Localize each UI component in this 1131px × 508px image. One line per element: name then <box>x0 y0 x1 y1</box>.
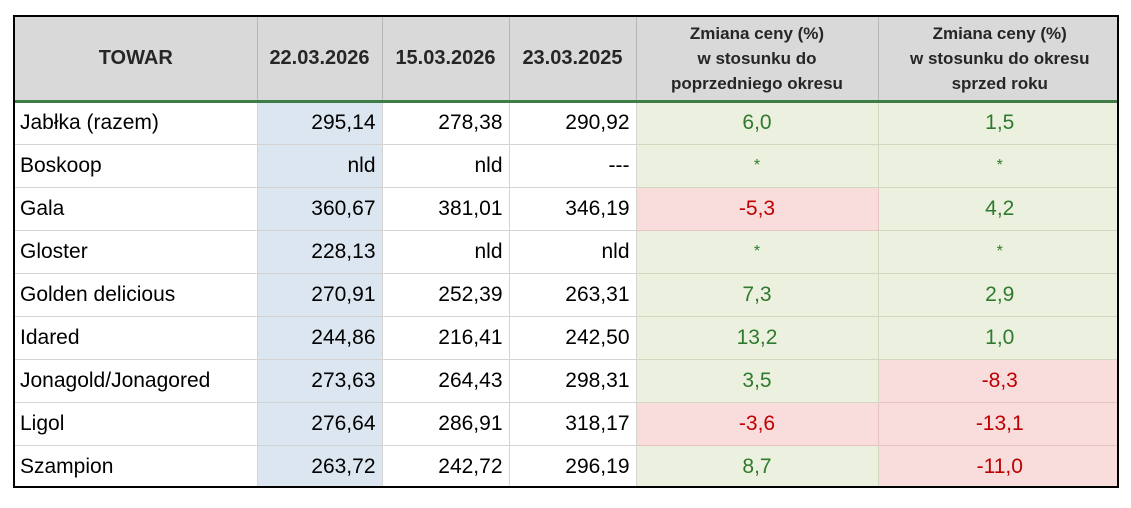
table-row: Gloster 228,13 nld nld * * <box>15 230 1117 274</box>
change-previous-period: 7,3 <box>636 273 879 317</box>
price-previous: 216,41 <box>382 316 510 360</box>
price-last-year: 290,92 <box>509 101 637 145</box>
table-row: Idared 244,86 216,41 242,50 13,2 1,0 <box>15 316 1117 360</box>
header-date-last-year: 23.03.2025 <box>509 17 637 103</box>
price-previous: 381,01 <box>382 187 510 231</box>
change-year-ago: 2,9 <box>878 273 1117 317</box>
table-row: Boskoop nld nld --- * * <box>15 144 1117 188</box>
price-previous: 278,38 <box>382 101 510 145</box>
price-previous: nld <box>382 144 510 188</box>
header-change-year-line2: w stosunku do okresu <box>910 48 1090 68</box>
table-row: Golden delicious 270,91 252,39 263,31 7,… <box>15 273 1117 317</box>
product-name: Idared <box>15 316 258 360</box>
table-row: Jabłka (razem) 295,14 278,38 290,92 6,0 … <box>15 101 1117 145</box>
table-row: Szampion 263,72 242,72 296,19 8,7 -11,0 <box>15 445 1117 486</box>
change-previous-period: 6,0 <box>636 101 879 145</box>
product-name: Ligol <box>15 402 258 446</box>
price-current: 244,86 <box>257 316 383 360</box>
price-current: nld <box>257 144 383 188</box>
price-last-year: 318,17 <box>509 402 637 446</box>
change-previous-period: 3,5 <box>636 359 879 403</box>
price-current: 273,63 <box>257 359 383 403</box>
price-last-year: --- <box>509 144 637 188</box>
price-current: 228,13 <box>257 230 383 274</box>
header-product: TOWAR <box>15 17 258 103</box>
header-change-previous-period: Zmiana ceny (%) w stosunku do poprzednie… <box>636 17 879 103</box>
header-change-year-line1: Zmiana ceny (%) <box>932 23 1067 43</box>
header-change-year-line3: sprzed roku <box>951 73 1048 93</box>
price-previous: nld <box>382 230 510 274</box>
price-current: 270,91 <box>257 273 383 317</box>
header-change-year-ago: Zmiana ceny (%) w stosunku do okresu spr… <box>878 17 1117 103</box>
table-row: Jonagold/Jonagored 273,63 264,43 298,31 … <box>15 359 1117 403</box>
price-previous: 242,72 <box>382 445 510 486</box>
product-name: Boskoop <box>15 144 258 188</box>
header-change-previous-line2: w stosunku do <box>697 48 817 68</box>
header-change-previous-line1: Zmiana ceny (%) <box>689 23 825 43</box>
header-row: TOWAR 22.03.2026 15.03.2026 23.03.2025 Z… <box>15 17 1117 103</box>
table-row: Gala 360,67 381,01 346,19 -5,3 4,2 <box>15 187 1117 231</box>
change-year-ago: 1,5 <box>878 101 1117 145</box>
change-year-ago: -8,3 <box>878 359 1117 403</box>
price-last-year: 298,31 <box>509 359 637 403</box>
table-header: TOWAR 22.03.2026 15.03.2026 23.03.2025 Z… <box>15 17 1117 103</box>
price-previous: 286,91 <box>382 402 510 446</box>
product-name: Jabłka (razem) <box>15 101 258 145</box>
price-table-frame: TOWAR 22.03.2026 15.03.2026 23.03.2025 Z… <box>13 15 1119 488</box>
change-previous-period: -3,6 <box>636 402 879 446</box>
apple-price-table: TOWAR 22.03.2026 15.03.2026 23.03.2025 Z… <box>15 17 1117 486</box>
price-last-year: 242,50 <box>509 316 637 360</box>
price-last-year: 263,31 <box>509 273 637 317</box>
price-previous: 252,39 <box>382 273 510 317</box>
change-year-ago: 4,2 <box>878 187 1117 231</box>
change-year-ago: * <box>878 144 1117 188</box>
price-previous: 264,43 <box>382 359 510 403</box>
header-date-previous: 15.03.2026 <box>382 17 510 103</box>
price-current: 295,14 <box>257 101 383 145</box>
change-previous-period: * <box>636 230 879 274</box>
product-name: Szampion <box>15 445 258 486</box>
change-previous-period: 13,2 <box>636 316 879 360</box>
price-last-year: 296,19 <box>509 445 637 486</box>
change-previous-period: 8,7 <box>636 445 879 486</box>
header-change-previous-line3: poprzedniego okresu <box>671 73 843 93</box>
product-name: Gala <box>15 187 258 231</box>
change-year-ago: -11,0 <box>878 445 1117 486</box>
price-current: 360,67 <box>257 187 383 231</box>
table-row: Ligol 276,64 286,91 318,17 -3,6 -13,1 <box>15 402 1117 446</box>
change-previous-period: * <box>636 144 879 188</box>
change-year-ago: * <box>878 230 1117 274</box>
price-last-year: nld <box>509 230 637 274</box>
product-name: Jonagold/Jonagored <box>15 359 258 403</box>
header-date-current: 22.03.2026 <box>257 17 383 103</box>
product-name: Golden delicious <box>15 273 258 317</box>
price-current: 263,72 <box>257 445 383 486</box>
change-previous-period: -5,3 <box>636 187 879 231</box>
table-body: Jabłka (razem) 295,14 278,38 290,92 6,0 … <box>15 101 1117 486</box>
product-name: Gloster <box>15 230 258 274</box>
change-year-ago: -13,1 <box>878 402 1117 446</box>
change-year-ago: 1,0 <box>878 316 1117 360</box>
price-last-year: 346,19 <box>509 187 637 231</box>
price-current: 276,64 <box>257 402 383 446</box>
